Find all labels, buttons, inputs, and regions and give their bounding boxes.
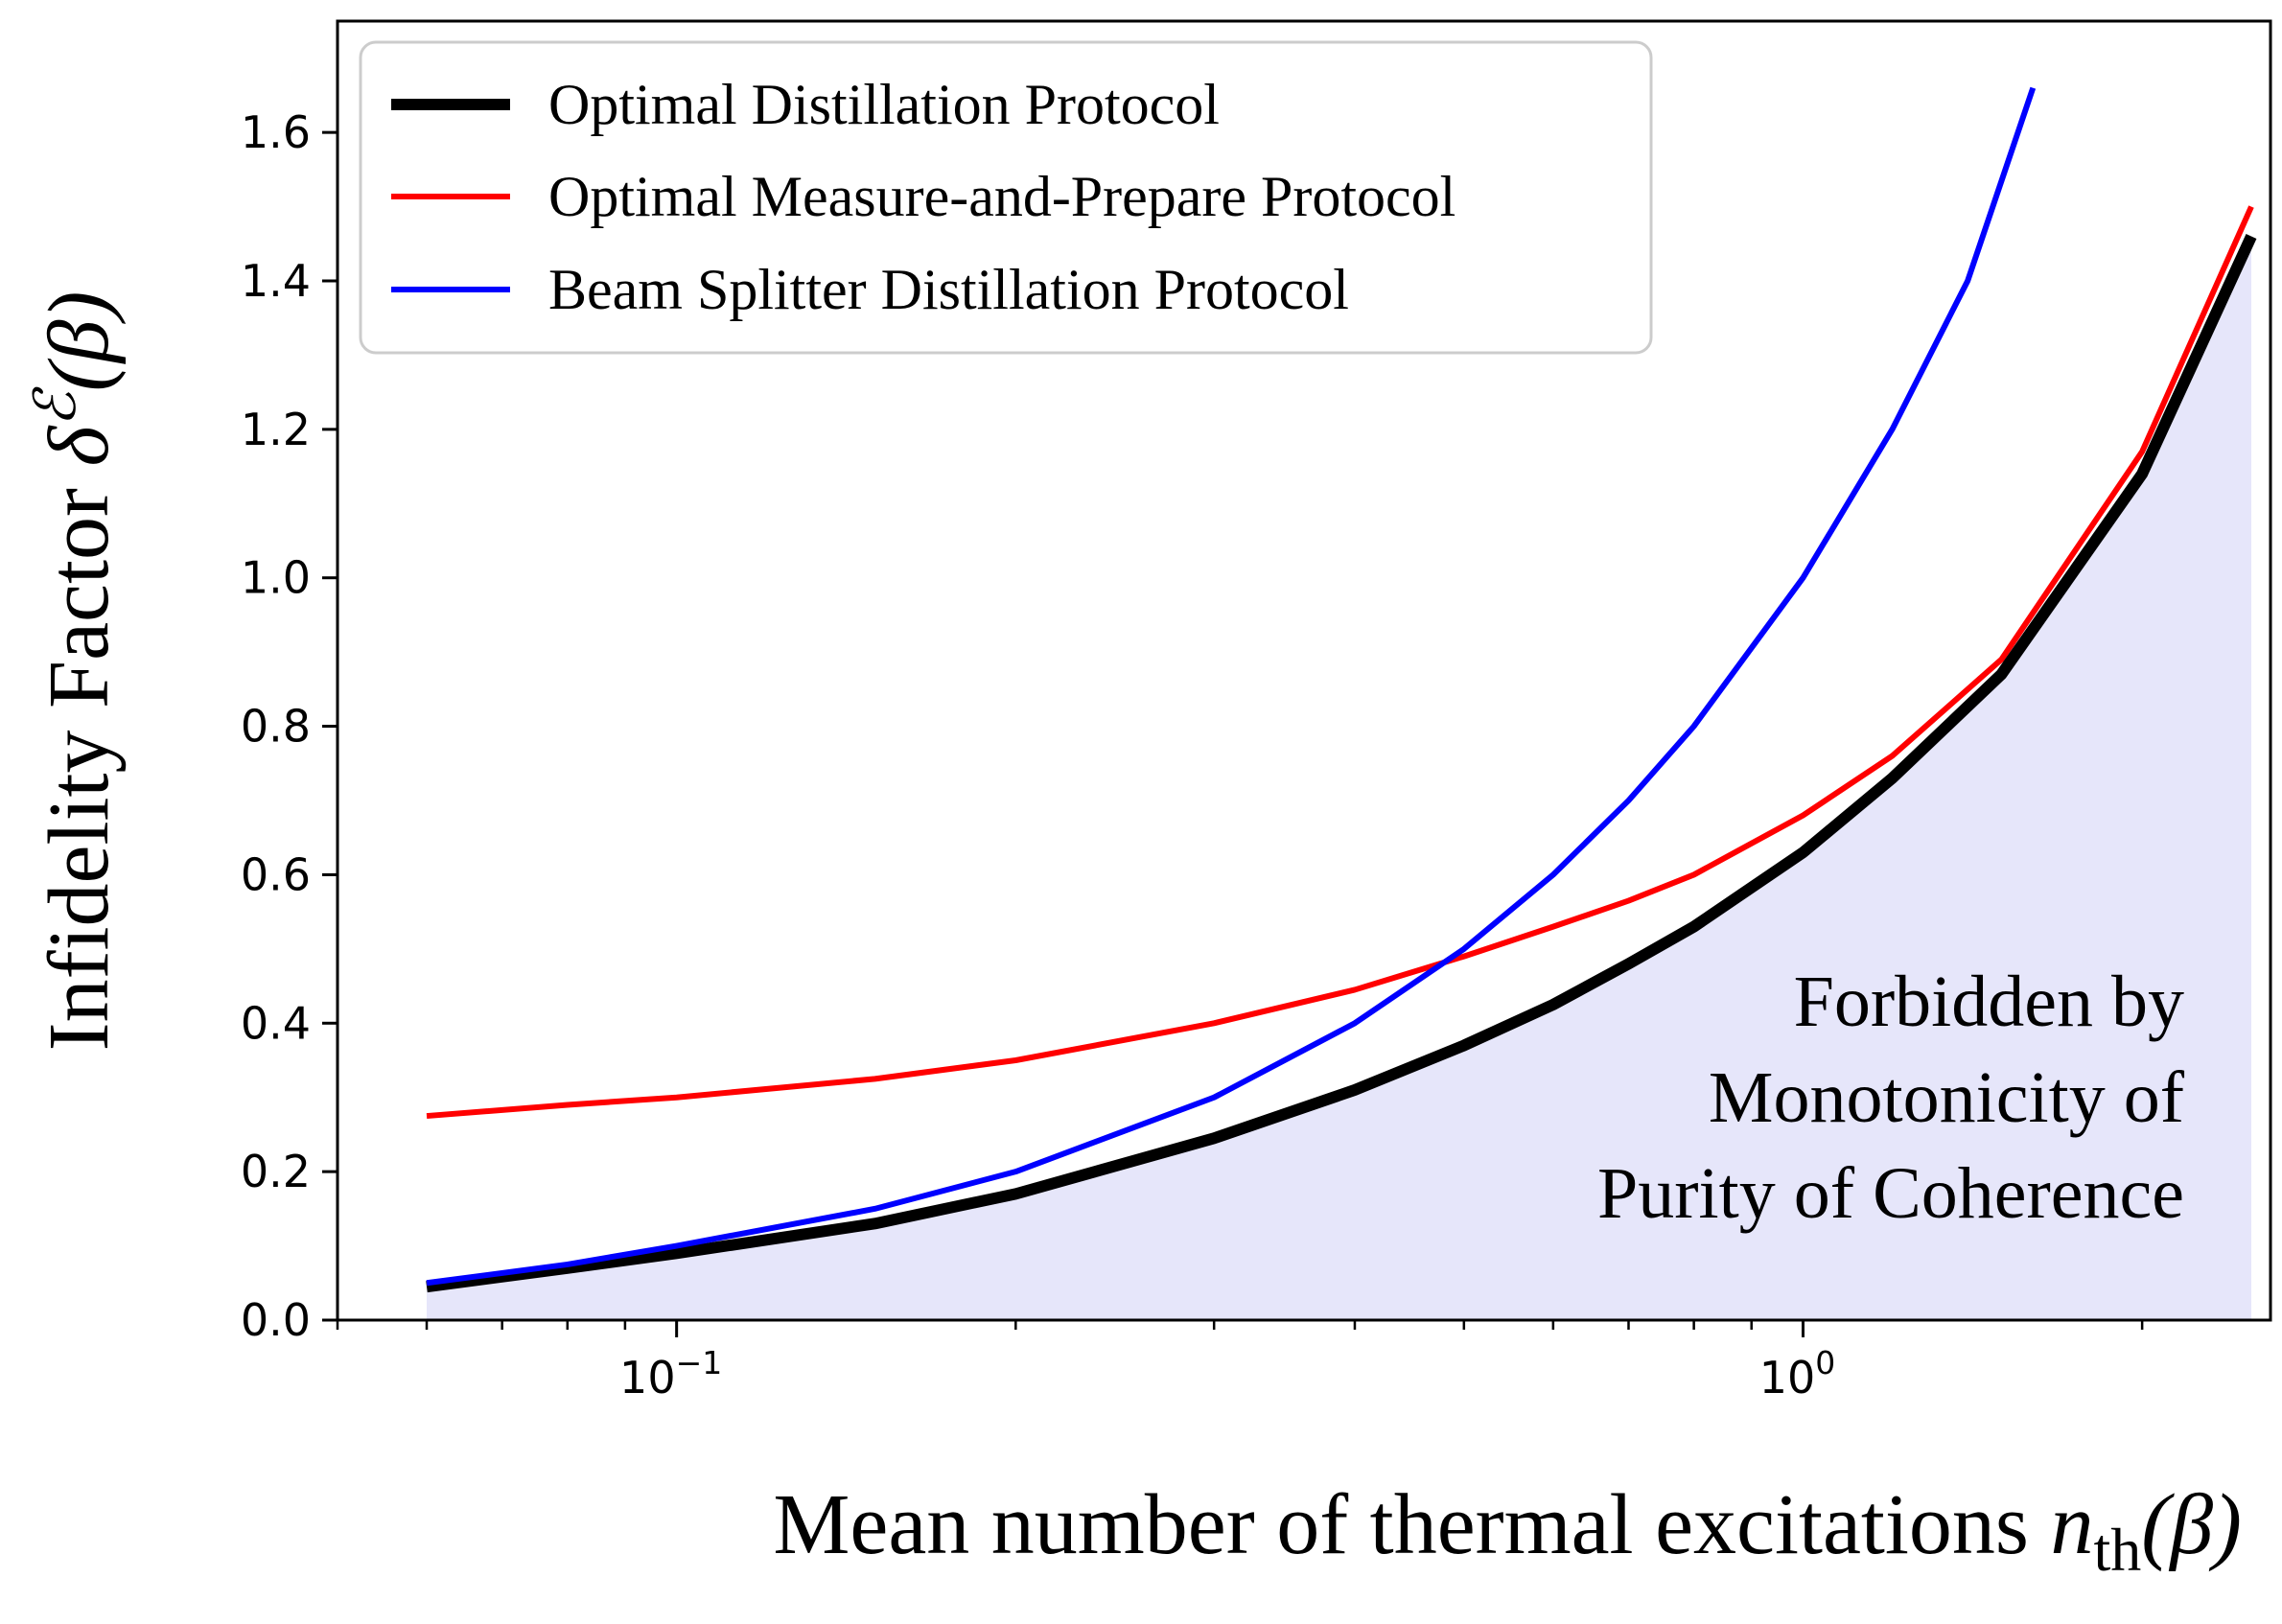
y-tick-label: 0.0 bbox=[241, 1294, 311, 1346]
legend-label-2: Optimal Measure-and-Prepare Protocol bbox=[548, 165, 1455, 228]
x-tick-label: 10−1 bbox=[619, 1344, 722, 1404]
legend-label-3: Beam Splitter Distillation Protocol bbox=[548, 258, 1349, 321]
y-axis-label-group: Infidelity Factor δℰ(β) bbox=[24, 291, 127, 1052]
y-tick-label: 1.4 bbox=[241, 255, 311, 307]
y-tick-label: 1.2 bbox=[241, 404, 311, 455]
series-line-1 bbox=[426, 234, 2257, 1293]
plot-layer bbox=[426, 86, 2257, 1320]
y-tick-label: 1.6 bbox=[241, 106, 311, 158]
legend: Optimal Distillation Protocol Optimal Mea… bbox=[359, 40, 1653, 355]
forbidden-region bbox=[427, 236, 2251, 1320]
y-tick-label: 0.6 bbox=[241, 848, 311, 900]
forbidden-annotation-line: Purity of Coherence bbox=[1597, 1153, 2184, 1234]
legend-label-1: Optimal Distillation Protocol bbox=[548, 73, 1220, 136]
y-axis-label: Infidelity Factor δℰ(β) bbox=[24, 291, 127, 1052]
y-tick-label: 0.8 bbox=[241, 701, 311, 753]
axes-frame bbox=[336, 19, 2272, 1322]
axes-layer: 0.0 0.2 0.4 0.6 0.8 1.0 1.2 1.4 1.6 10−1 100 bbox=[241, 19, 2272, 1404]
x-tick-label: 100 bbox=[1759, 1344, 1836, 1404]
plot-area bbox=[426, 86, 2257, 1320]
y-tick-label: 1.0 bbox=[241, 552, 311, 604]
series-line-2 bbox=[426, 205, 2254, 1120]
label-layer: Forbidden by Monotonicity of Purity of Coh… bbox=[24, 291, 2242, 1584]
forbidden-annotation-line: Monotonicity of bbox=[1709, 1057, 2185, 1138]
forbidden-annotation-line: Forbidden by bbox=[1794, 962, 2184, 1042]
x-axis-label: Mean number of thermal excitations nth(β… bbox=[773, 1477, 2242, 1584]
legend-box bbox=[359, 40, 1653, 355]
y-tick-label: 0.2 bbox=[241, 1146, 311, 1197]
y-tick-label: 0.4 bbox=[241, 997, 311, 1049]
